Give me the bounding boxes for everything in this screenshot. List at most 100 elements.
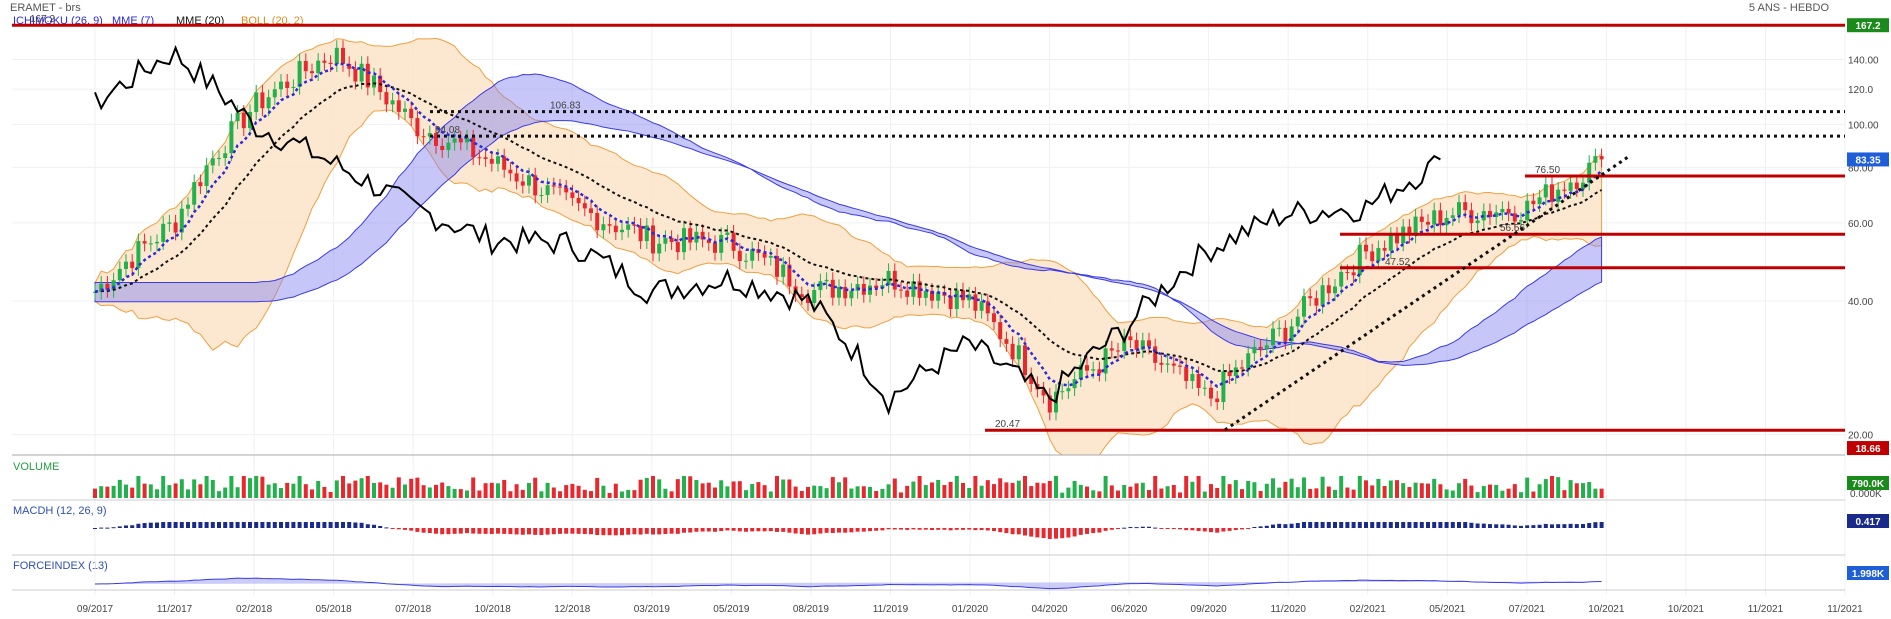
macdh-bar bbox=[192, 522, 197, 528]
volume-bar bbox=[762, 485, 767, 498]
macdh-bar bbox=[179, 522, 184, 528]
macdh-bar bbox=[1035, 528, 1040, 538]
indicator-lines bbox=[94, 45, 1603, 416]
candle bbox=[1215, 398, 1220, 403]
volume-bar bbox=[235, 487, 240, 498]
volume-bar bbox=[1283, 481, 1288, 498]
macdh-bar bbox=[1556, 524, 1561, 528]
volume-bar bbox=[334, 480, 339, 498]
volume-bar bbox=[1277, 487, 1282, 498]
volume-bar bbox=[1047, 480, 1052, 498]
volume-bar bbox=[998, 478, 1003, 498]
macdh-bar bbox=[396, 528, 401, 530]
candle bbox=[644, 225, 649, 242]
macdh-bar bbox=[322, 522, 327, 528]
volume-bar bbox=[1395, 480, 1399, 498]
macdh-bar bbox=[1264, 525, 1269, 528]
candle bbox=[775, 255, 779, 277]
candle bbox=[1023, 345, 1027, 376]
volume-bar bbox=[564, 485, 569, 498]
volume-bar bbox=[768, 491, 773, 498]
macdh-bar bbox=[502, 528, 507, 534]
candle bbox=[613, 225, 618, 233]
volume-bar bbox=[744, 490, 748, 498]
macdh-bar bbox=[241, 522, 246, 528]
volume-bar bbox=[558, 491, 562, 498]
badge-low: 18.66 bbox=[1855, 444, 1880, 455]
candle bbox=[1116, 350, 1120, 352]
volume-bar bbox=[1190, 481, 1195, 498]
candle bbox=[768, 255, 773, 258]
macdh-bar bbox=[452, 528, 457, 534]
volume-bar bbox=[266, 484, 271, 498]
candle bbox=[1357, 244, 1362, 276]
volume-bar bbox=[731, 481, 736, 498]
volume-bar bbox=[930, 482, 934, 498]
volume-bar bbox=[961, 482, 965, 498]
candle bbox=[874, 285, 879, 289]
volume-bar bbox=[421, 485, 426, 498]
candle bbox=[781, 264, 786, 277]
badge-force: 1.998K bbox=[1852, 569, 1885, 580]
volume-bar bbox=[210, 479, 215, 498]
macdh-bar bbox=[632, 528, 637, 535]
candle bbox=[917, 281, 922, 298]
candle bbox=[1209, 387, 1213, 399]
volume-bar bbox=[632, 490, 637, 498]
candle bbox=[892, 270, 897, 290]
volume-bar bbox=[551, 487, 556, 498]
candle bbox=[843, 286, 848, 299]
macdh-bar bbox=[310, 522, 314, 528]
candle bbox=[1134, 340, 1139, 350]
volume-bar bbox=[341, 476, 345, 498]
macdh-bar bbox=[1364, 522, 1368, 528]
volume-bar bbox=[1153, 476, 1158, 498]
macdh-bar bbox=[1097, 528, 1102, 533]
volume-bar bbox=[1202, 491, 1207, 498]
y-tick-label: 100.00 bbox=[1848, 120, 1879, 131]
macdh-bar bbox=[973, 528, 978, 531]
macdh-bar bbox=[861, 528, 866, 532]
volume-bar bbox=[130, 487, 135, 498]
level-label: 20.47 bbox=[995, 419, 1020, 430]
macdh-bar bbox=[489, 528, 494, 535]
candle bbox=[1277, 327, 1282, 329]
macdh-bar bbox=[1029, 528, 1034, 537]
mme20-line bbox=[94, 82, 1603, 373]
volume-bar bbox=[694, 480, 699, 498]
volume-bar bbox=[241, 476, 246, 498]
volume-bar bbox=[911, 481, 916, 498]
candle bbox=[446, 142, 451, 151]
macdh-bar bbox=[682, 528, 686, 533]
candle bbox=[223, 153, 228, 159]
candle bbox=[607, 224, 612, 226]
macdh-bar bbox=[849, 528, 854, 533]
candle bbox=[830, 279, 835, 298]
macdh-bar bbox=[1320, 522, 1325, 528]
volume-bar bbox=[1333, 489, 1337, 498]
volume-bar bbox=[1041, 483, 1046, 498]
volume-bar bbox=[1388, 480, 1393, 498]
macdh-bar bbox=[111, 527, 116, 529]
bollinger-area bbox=[94, 37, 1603, 456]
candle bbox=[582, 203, 587, 209]
candle bbox=[1252, 346, 1257, 354]
macdh-bar bbox=[756, 528, 761, 532]
candle bbox=[558, 186, 562, 188]
macdh-bar bbox=[1395, 522, 1399, 528]
candle bbox=[1500, 208, 1505, 213]
macdh-bar bbox=[1246, 528, 1251, 529]
volume-bar bbox=[824, 488, 829, 498]
macdh-bar bbox=[514, 528, 519, 535]
macdh-bar bbox=[1283, 524, 1288, 528]
candle bbox=[117, 268, 122, 281]
macdh-bar bbox=[719, 528, 724, 532]
macdh-bar bbox=[731, 528, 736, 531]
volume-bar bbox=[1345, 487, 1350, 498]
candle bbox=[1240, 367, 1244, 369]
macdh-bar bbox=[483, 528, 488, 534]
candle bbox=[1450, 215, 1455, 218]
macdh-bar bbox=[384, 527, 389, 529]
bollinger-band bbox=[94, 37, 1603, 456]
candle bbox=[409, 108, 414, 119]
